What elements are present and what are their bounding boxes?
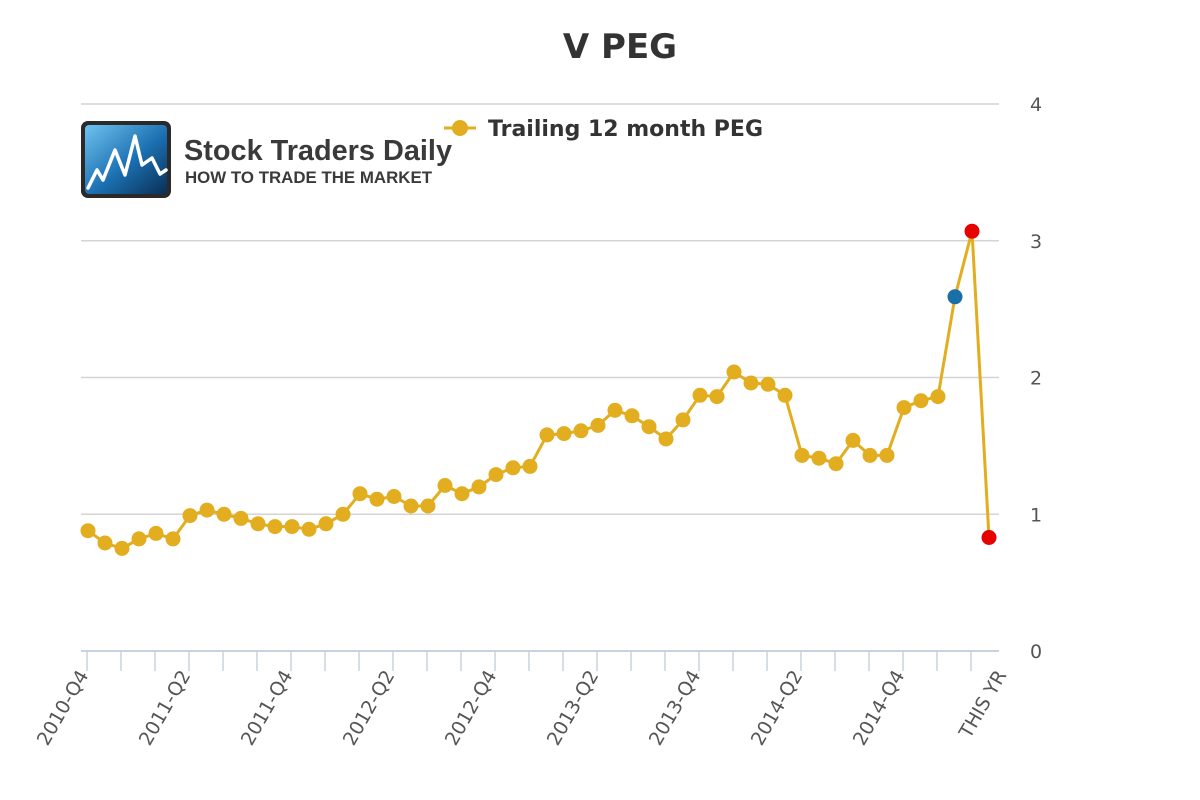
data-point[interactable]: [540, 427, 555, 442]
data-point[interactable]: [506, 460, 521, 475]
chart-title: V PEG: [563, 27, 677, 67]
legend-marker-icon: [452, 120, 468, 136]
data-point[interactable]: [982, 530, 997, 545]
data-point[interactable]: [829, 456, 844, 471]
data-point[interactable]: [285, 519, 300, 534]
data-point[interactable]: [200, 503, 215, 518]
data-point[interactable]: [353, 486, 368, 501]
y-tick-label: 2: [1030, 368, 1042, 390]
data-point[interactable]: [81, 523, 96, 538]
x-tick-label: 2012-Q4: [441, 667, 502, 750]
data-point[interactable]: [965, 224, 980, 239]
data-point[interactable]: [948, 289, 963, 304]
x-tick-label: 2012-Q2: [339, 667, 400, 750]
data-point[interactable]: [302, 522, 317, 537]
stock-traders-daily-logo: Stock Traders Daily HOW TO TRADE THE MAR…: [81, 121, 452, 198]
data-point[interactable]: [676, 412, 691, 427]
data-point[interactable]: [472, 479, 487, 494]
y-tick-label: 4: [1030, 94, 1042, 116]
data-point[interactable]: [863, 448, 878, 463]
y-tick-label: 3: [1030, 231, 1042, 253]
data-point[interactable]: [574, 423, 589, 438]
y-tick-label: 0: [1030, 641, 1042, 663]
data-point[interactable]: [149, 526, 164, 541]
series-trailing-peg: [81, 224, 997, 556]
data-point[interactable]: [183, 508, 198, 523]
x-tick-label: 2010-Q4: [33, 667, 94, 750]
x-tick-label: 2014-Q4: [849, 667, 910, 750]
y-axis-ticks: 0 1 2 3 4: [1030, 94, 1042, 663]
data-point[interactable]: [914, 393, 929, 408]
data-point[interactable]: [727, 365, 742, 380]
data-point[interactable]: [251, 516, 266, 531]
x-tick-label: 2011-Q2: [135, 667, 196, 750]
data-point[interactable]: [761, 377, 776, 392]
data-point[interactable]: [455, 486, 470, 501]
data-point[interactable]: [336, 507, 351, 522]
legend-label: Trailing 12 month PEG: [488, 117, 763, 142]
data-point[interactable]: [421, 499, 436, 514]
x-tick-label: 2011-Q4: [237, 667, 298, 750]
data-point[interactable]: [438, 478, 453, 493]
data-point[interactable]: [404, 499, 419, 514]
data-point[interactable]: [217, 507, 232, 522]
data-point[interactable]: [795, 448, 810, 463]
data-point[interactable]: [897, 400, 912, 415]
x-tick-label: THIS YR: [955, 667, 1012, 743]
data-point[interactable]: [778, 388, 793, 403]
data-point[interactable]: [625, 408, 640, 423]
x-tick-label: 2014-Q2: [747, 667, 808, 750]
data-point[interactable]: [319, 516, 334, 531]
data-point[interactable]: [744, 376, 759, 391]
legend[interactable]: Trailing 12 month PEG: [444, 117, 763, 142]
logo-tagline: HOW TO TRADE THE MARKET: [185, 168, 433, 187]
data-point[interactable]: [591, 418, 606, 433]
data-point[interactable]: [166, 531, 181, 546]
data-point[interactable]: [693, 388, 708, 403]
y-tick-label: 1: [1030, 504, 1042, 526]
x-tick-label: 2013-Q2: [543, 667, 604, 750]
data-point[interactable]: [608, 403, 623, 418]
data-point[interactable]: [812, 451, 827, 466]
x-tick-label: 2013-Q4: [645, 667, 706, 750]
data-point[interactable]: [115, 541, 130, 556]
data-point[interactable]: [234, 511, 249, 526]
data-point[interactable]: [931, 389, 946, 404]
data-point[interactable]: [132, 531, 147, 546]
data-point[interactable]: [846, 433, 861, 448]
logo-name: Stock Traders Daily: [184, 135, 452, 167]
data-point[interactable]: [642, 419, 657, 434]
data-point[interactable]: [710, 389, 725, 404]
data-point[interactable]: [98, 536, 113, 551]
data-point[interactable]: [880, 448, 895, 463]
data-point[interactable]: [370, 492, 385, 507]
data-point[interactable]: [489, 467, 504, 482]
series-line: [88, 231, 989, 548]
data-point[interactable]: [268, 519, 283, 534]
data-point[interactable]: [659, 432, 674, 447]
data-point[interactable]: [387, 489, 402, 504]
data-point[interactable]: [523, 459, 538, 474]
x-axis: 2010-Q4 2011-Q2 2011-Q4 2012-Q2 2012-Q4 2013-…: [33, 651, 1012, 749]
data-point[interactable]: [557, 426, 572, 441]
